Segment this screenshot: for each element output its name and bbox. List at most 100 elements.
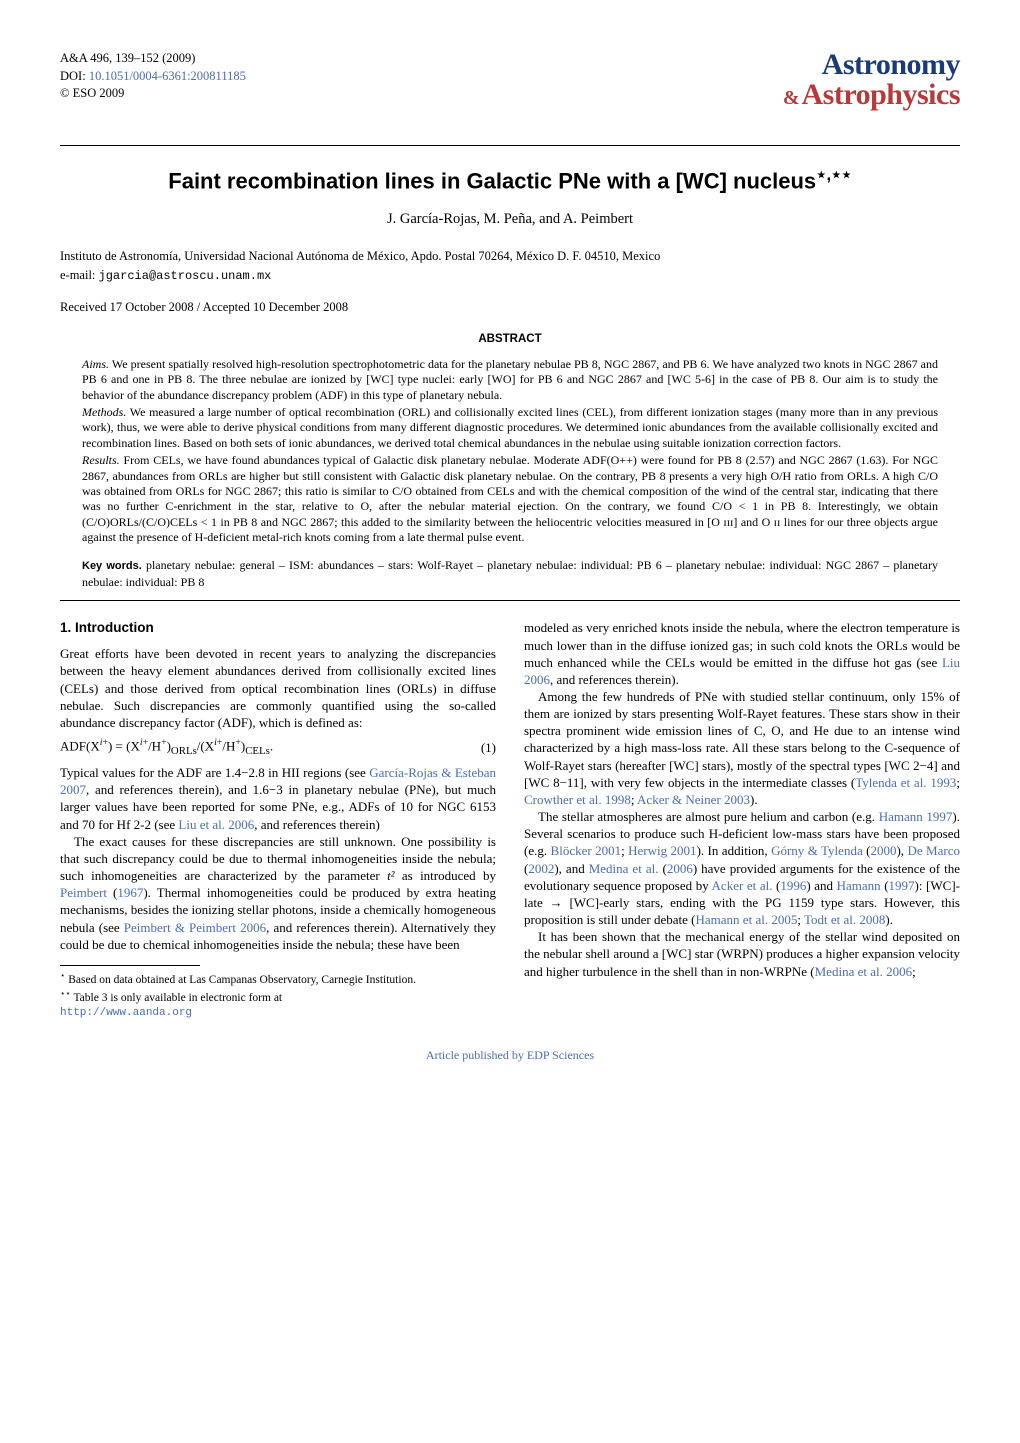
footnote-2-mark: ⋆⋆ <box>60 988 71 998</box>
affiliation: Instituto de Astronomía, Universidad Nac… <box>60 248 960 265</box>
ref-medina-2006b[interactable]: Medina et al. 2006 <box>815 964 912 979</box>
title-footnote-marks: ⋆,⋆⋆ <box>816 166 852 184</box>
right-column: modeled as very enriched knots inside th… <box>524 619 960 1020</box>
intro-p1: Great efforts have been devoted in recen… <box>60 645 496 731</box>
right-p4: It has been shown that the mechanical en… <box>524 928 960 979</box>
email-address[interactable]: jgarcia@astroscu.unam.mx <box>99 269 272 283</box>
results-label: Results. <box>82 453 120 467</box>
received-accepted: Received 17 October 2008 / Accepted 10 D… <box>60 299 960 316</box>
rp3c: ). In addition, <box>697 843 772 858</box>
rp1a: modeled as very enriched knots inside th… <box>524 620 960 669</box>
title-rule <box>60 145 960 146</box>
ref-tylenda-1993[interactable]: Tylenda et al. 1993 <box>855 775 956 790</box>
ref-herwig-2001[interactable]: Herwig 2001 <box>628 843 696 858</box>
ref-hamann-name[interactable]: Hamann <box>837 878 881 893</box>
abstract-label: ABSTRACT <box>60 332 960 348</box>
journal-reference: A&A 496, 139–152 (2009) <box>60 50 246 68</box>
equation-1: ADF(Xi+) = (Xi+/H+)ORLs/(Xi+/H+)CELs. (1… <box>60 737 496 758</box>
logo-ampersand: & <box>783 88 800 108</box>
footnote-1-text: Based on data obtained at Las Campanas O… <box>65 974 416 986</box>
two-column-body: 1. Introduction Great efforts have been … <box>60 619 960 1020</box>
authors: J. García-Rojas, M. Peña, and A. Peimber… <box>60 210 960 230</box>
ref-hamann-1997b[interactable]: 1997 <box>889 878 915 893</box>
footnote-2: ⋆⋆ Table 3 is only available in electron… <box>60 988 496 1006</box>
p2a: Typical values for the ADF are 1.4−2.8 i… <box>60 765 369 780</box>
ref-demarco-2002[interactable]: 2002 <box>528 861 554 876</box>
ref-acker-neiner-2003[interactable]: Acker & Neiner 2003 <box>637 792 750 807</box>
ref-acker-1996b[interactable]: 1996 <box>780 878 806 893</box>
p3c: ( <box>107 885 117 900</box>
ref-todt-2008[interactable]: Todt et al. 2008 <box>804 912 885 927</box>
rp2b: ). <box>750 792 758 807</box>
abstract-methods: Methods. We measured a large number of o… <box>82 405 938 451</box>
ref-blocker-2001[interactable]: Blöcker 2001 <box>551 843 622 858</box>
left-column: 1. Introduction Great efforts have been … <box>60 619 496 1020</box>
rp3g: ), and <box>554 861 588 876</box>
right-p2: Among the few hundreds of PNe with studi… <box>524 688 960 808</box>
aims-text: We present spatially resolved high-resol… <box>82 357 938 402</box>
paper-title: Faint recombination lines in Galactic PN… <box>60 164 960 196</box>
section-1-heading: 1. Introduction <box>60 619 496 637</box>
ref-gorny-tylenda[interactable]: Górny & Tylenda <box>771 843 863 858</box>
rp3k: ) and <box>806 878 836 893</box>
ref-hamann-2005[interactable]: Hamann et al. 2005 <box>696 912 798 927</box>
doi-label: DOI: <box>60 69 89 83</box>
footnote-1: ⋆ Based on data obtained at Las Campanas… <box>60 970 496 988</box>
equation-1-body: ADF(Xi+) = (Xi+/H+)ORLs/(Xi+/H+)CELs. <box>60 737 273 758</box>
results-text: From CELs, we have found abundances typi… <box>82 453 938 544</box>
right-p1: modeled as very enriched knots inside th… <box>524 619 960 688</box>
footnote-2-link[interactable]: http://www.aanda.org <box>60 1007 192 1019</box>
ref-medina-2006a[interactable]: 2006 <box>667 861 693 876</box>
title-text: Faint recombination lines in Galactic PN… <box>168 168 816 193</box>
section-rule <box>60 600 960 601</box>
methods-text: We measured a large number of optical re… <box>82 405 938 450</box>
article-footer[interactable]: Article published by EDP Sciences <box>60 1047 960 1063</box>
p2c: , and references therein) <box>254 817 380 832</box>
p3b: as introduced by <box>395 868 496 883</box>
abstract-aims: Aims. We present spatially resolved high… <box>82 357 938 403</box>
doi-link[interactable]: 10.1051/0004-6361:200811185 <box>89 69 246 83</box>
rp1b: , and references therein). <box>550 672 679 687</box>
ref-crowther-1998[interactable]: Crowther et al. 1998 <box>524 792 631 807</box>
rp3e: ), <box>896 843 907 858</box>
ref-medina[interactable]: Medina et al. <box>589 861 659 876</box>
ref-gorny-tylenda-2000[interactable]: 2000 <box>870 843 896 858</box>
intro-p2: Typical values for the ADF are 1.4−2.8 i… <box>60 764 496 833</box>
journal-logo: Astronomy &Astrophysics <box>783 50 960 110</box>
doi-line: DOI: 10.1051/0004-6361:200811185 <box>60 68 246 86</box>
header-left-block: A&A 496, 139–152 (2009) DOI: 10.1051/000… <box>60 50 246 103</box>
keywords: Key words. planetary nebulae: general – … <box>82 557 938 590</box>
footnotes: ⋆ Based on data obtained at Las Campanas… <box>60 970 496 1021</box>
copyright: © ESO 2009 <box>60 85 246 103</box>
intro-p3: The exact causes for these discrepancies… <box>60 833 496 953</box>
rp3l: ( <box>881 878 889 893</box>
keywords-label: Key words. <box>82 560 142 572</box>
abstract-results: Results. From CELs, we have found abunda… <box>82 453 938 545</box>
ref-peimbert-1967a[interactable]: Peimbert <box>60 885 107 900</box>
equation-1-number: (1) <box>481 739 496 756</box>
paper-header: A&A 496, 139–152 (2009) DOI: 10.1051/000… <box>60 50 960 110</box>
methods-label: Methods. <box>82 405 126 419</box>
logo-astronomy: Astronomy <box>783 50 960 80</box>
footnote-2-text: Table 3 is only available in electronic … <box>71 991 282 1003</box>
ref-peimbert-peimbert-2006[interactable]: Peimbert & Peimbert 2006 <box>124 920 266 935</box>
aims-label: Aims. <box>82 357 109 371</box>
keywords-text: planetary nebulae: general – ISM: abunda… <box>82 558 938 589</box>
email-label: e-mail: <box>60 268 99 282</box>
logo-line2: &Astrophysics <box>783 80 960 110</box>
rp3s2: ; <box>797 912 804 927</box>
rp3h: ( <box>658 861 666 876</box>
p3-t2: t² <box>387 868 395 883</box>
logo-astrophysics: Astrophysics <box>802 78 960 111</box>
ref-hamann-1997a[interactable]: Hamann 1997 <box>879 809 953 824</box>
rp3n: ). <box>885 912 893 927</box>
ref-liu-2006a[interactable]: Liu et al. 2006 <box>178 817 254 832</box>
rp4b: ; <box>912 964 916 979</box>
footnote-2-link-line: http://www.aanda.org <box>60 1005 496 1020</box>
ref-peimbert-1967b[interactable]: 1967 <box>117 885 143 900</box>
ref-acker-1996a[interactable]: Acker et al. <box>712 878 773 893</box>
ref-demarco[interactable]: De Marco <box>907 843 960 858</box>
email-line: e-mail: jgarcia@astroscu.unam.mx <box>60 267 960 284</box>
right-p3: The stellar atmospheres are almost pure … <box>524 808 960 928</box>
rp2s1: ; <box>956 775 960 790</box>
